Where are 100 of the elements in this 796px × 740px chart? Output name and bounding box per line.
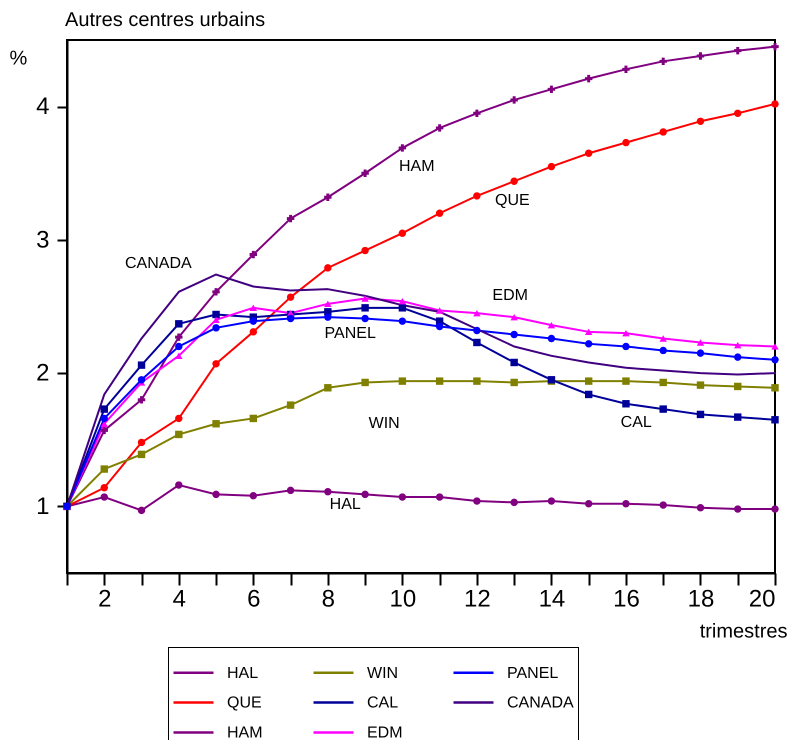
point (473, 497, 481, 505)
point (622, 138, 630, 146)
y-axis-title: % (10, 48, 28, 70)
point (398, 377, 406, 385)
point (771, 505, 779, 513)
point (250, 414, 258, 422)
x-tick-label: 16 (613, 586, 640, 612)
point (138, 376, 146, 384)
point (473, 192, 481, 200)
point (548, 86, 556, 94)
point (734, 382, 742, 390)
point (436, 493, 444, 501)
point (138, 450, 146, 458)
y-tick-label: 3 (36, 226, 50, 254)
point (473, 377, 481, 385)
point (361, 295, 369, 302)
point (622, 342, 630, 350)
point (510, 498, 518, 506)
point (622, 377, 630, 385)
point (510, 96, 518, 104)
point (250, 304, 258, 312)
point (286, 314, 294, 322)
point (771, 416, 779, 424)
point (584, 390, 592, 398)
point (100, 493, 108, 501)
point (510, 378, 518, 386)
point (584, 328, 592, 336)
legend-label: WIN (367, 664, 398, 682)
point (660, 346, 667, 354)
point (548, 334, 556, 342)
point (250, 317, 258, 325)
legend-label: HAL (227, 664, 258, 682)
point (398, 144, 406, 152)
point (660, 58, 667, 66)
point (622, 400, 630, 408)
point (436, 307, 444, 314)
point (100, 484, 108, 492)
point (548, 497, 556, 505)
point (212, 420, 220, 428)
point (510, 178, 518, 185)
annotation: PANEL (324, 325, 376, 342)
point (584, 150, 592, 157)
point (100, 414, 108, 422)
legend-label: CANADA (507, 694, 574, 712)
point (175, 414, 182, 422)
point (734, 353, 742, 361)
point (734, 110, 742, 117)
point (175, 430, 182, 438)
point (696, 118, 704, 125)
annotation: HAM (398, 158, 435, 175)
point (250, 328, 258, 336)
point (138, 438, 146, 446)
point (771, 42, 779, 50)
point (100, 426, 108, 434)
point (324, 300, 332, 308)
point (473, 310, 481, 316)
annotation: CANADA (124, 254, 192, 272)
point (660, 128, 667, 136)
point (473, 326, 481, 334)
point (361, 304, 369, 312)
legend-label: CAL (367, 694, 398, 712)
legend-label: PANEL (507, 664, 558, 682)
point (286, 401, 294, 409)
point (212, 316, 220, 324)
annotation: EDM (492, 286, 528, 304)
point (398, 317, 406, 325)
point (250, 492, 258, 500)
point (436, 322, 444, 330)
y-tick-label: 4 (36, 93, 50, 120)
point (250, 250, 258, 258)
point (324, 384, 332, 392)
point (361, 378, 369, 386)
point (324, 264, 332, 272)
point (696, 52, 704, 60)
point (398, 493, 406, 501)
point (696, 381, 704, 389)
point (138, 506, 146, 514)
point (734, 342, 742, 348)
point (510, 358, 518, 366)
chart-title: Autres centres urbains (65, 9, 266, 31)
point (212, 310, 220, 318)
point (771, 100, 779, 108)
y-tick-label: 2 (36, 360, 50, 387)
point (324, 194, 332, 201)
point (584, 340, 592, 348)
annotation: QUE (494, 192, 530, 209)
legend-label: QUE (227, 694, 262, 712)
point (771, 343, 779, 350)
point (548, 322, 556, 328)
x-tick-label: 10 (390, 586, 416, 612)
x-tick-label: 20 (748, 586, 776, 612)
point (175, 320, 182, 328)
point (138, 396, 146, 404)
point (138, 361, 146, 369)
point (286, 293, 294, 301)
point (286, 486, 294, 494)
x-tick-label: 12 (464, 586, 491, 612)
point (175, 352, 182, 360)
point (660, 501, 667, 509)
y-tick-label: 1 (36, 492, 50, 520)
